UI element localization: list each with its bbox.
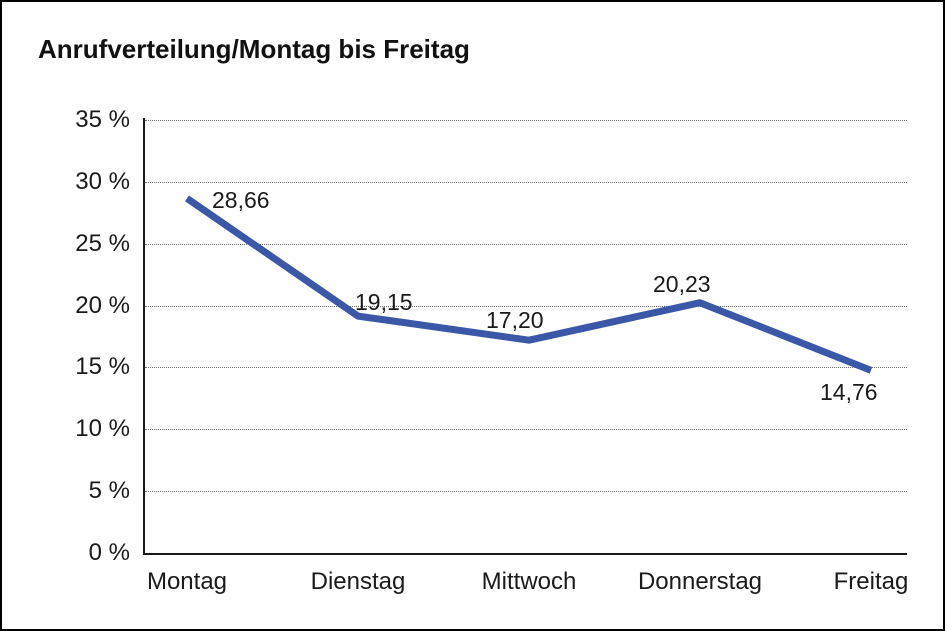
x-category-label: Donnerstag	[637, 568, 763, 595]
gridline	[145, 306, 907, 307]
y-tick-label: 20 %	[75, 292, 130, 319]
x-axis-line	[143, 553, 907, 555]
y-axis-line	[143, 118, 145, 555]
chart-title: Anrufverteilung/Montag bis Freitag	[38, 34, 470, 64]
gridline	[145, 491, 907, 492]
y-tick-label: 10 %	[75, 415, 130, 442]
line-chart-svg	[185, 195, 873, 374]
x-category-label: Freitag	[833, 568, 909, 595]
y-tick-label: 30 %	[75, 168, 130, 195]
x-category-label: Mittwoch	[481, 568, 577, 595]
y-tick-label: 5 %	[88, 477, 130, 504]
y-tick-label: 0 %	[88, 539, 130, 566]
data-point-label: 20,23	[653, 271, 711, 297]
x-category-label: Dienstag	[310, 568, 406, 595]
gridline	[145, 182, 907, 183]
data-point-label: 19,15	[355, 289, 413, 315]
y-tick-label: 25 %	[75, 230, 130, 257]
series-line	[185, 195, 873, 374]
data-point-label: 17,20	[486, 307, 544, 333]
x-category-label: Montag	[146, 568, 228, 595]
gridline	[145, 120, 907, 121]
y-tick-label: 15 %	[75, 353, 130, 380]
gridline	[145, 367, 907, 368]
gridline	[145, 244, 907, 245]
gridline	[145, 429, 907, 430]
data-point-label: 28,66	[212, 187, 270, 213]
y-tick-label: 35 %	[75, 106, 130, 133]
data-point-label: 14,76	[820, 379, 878, 405]
